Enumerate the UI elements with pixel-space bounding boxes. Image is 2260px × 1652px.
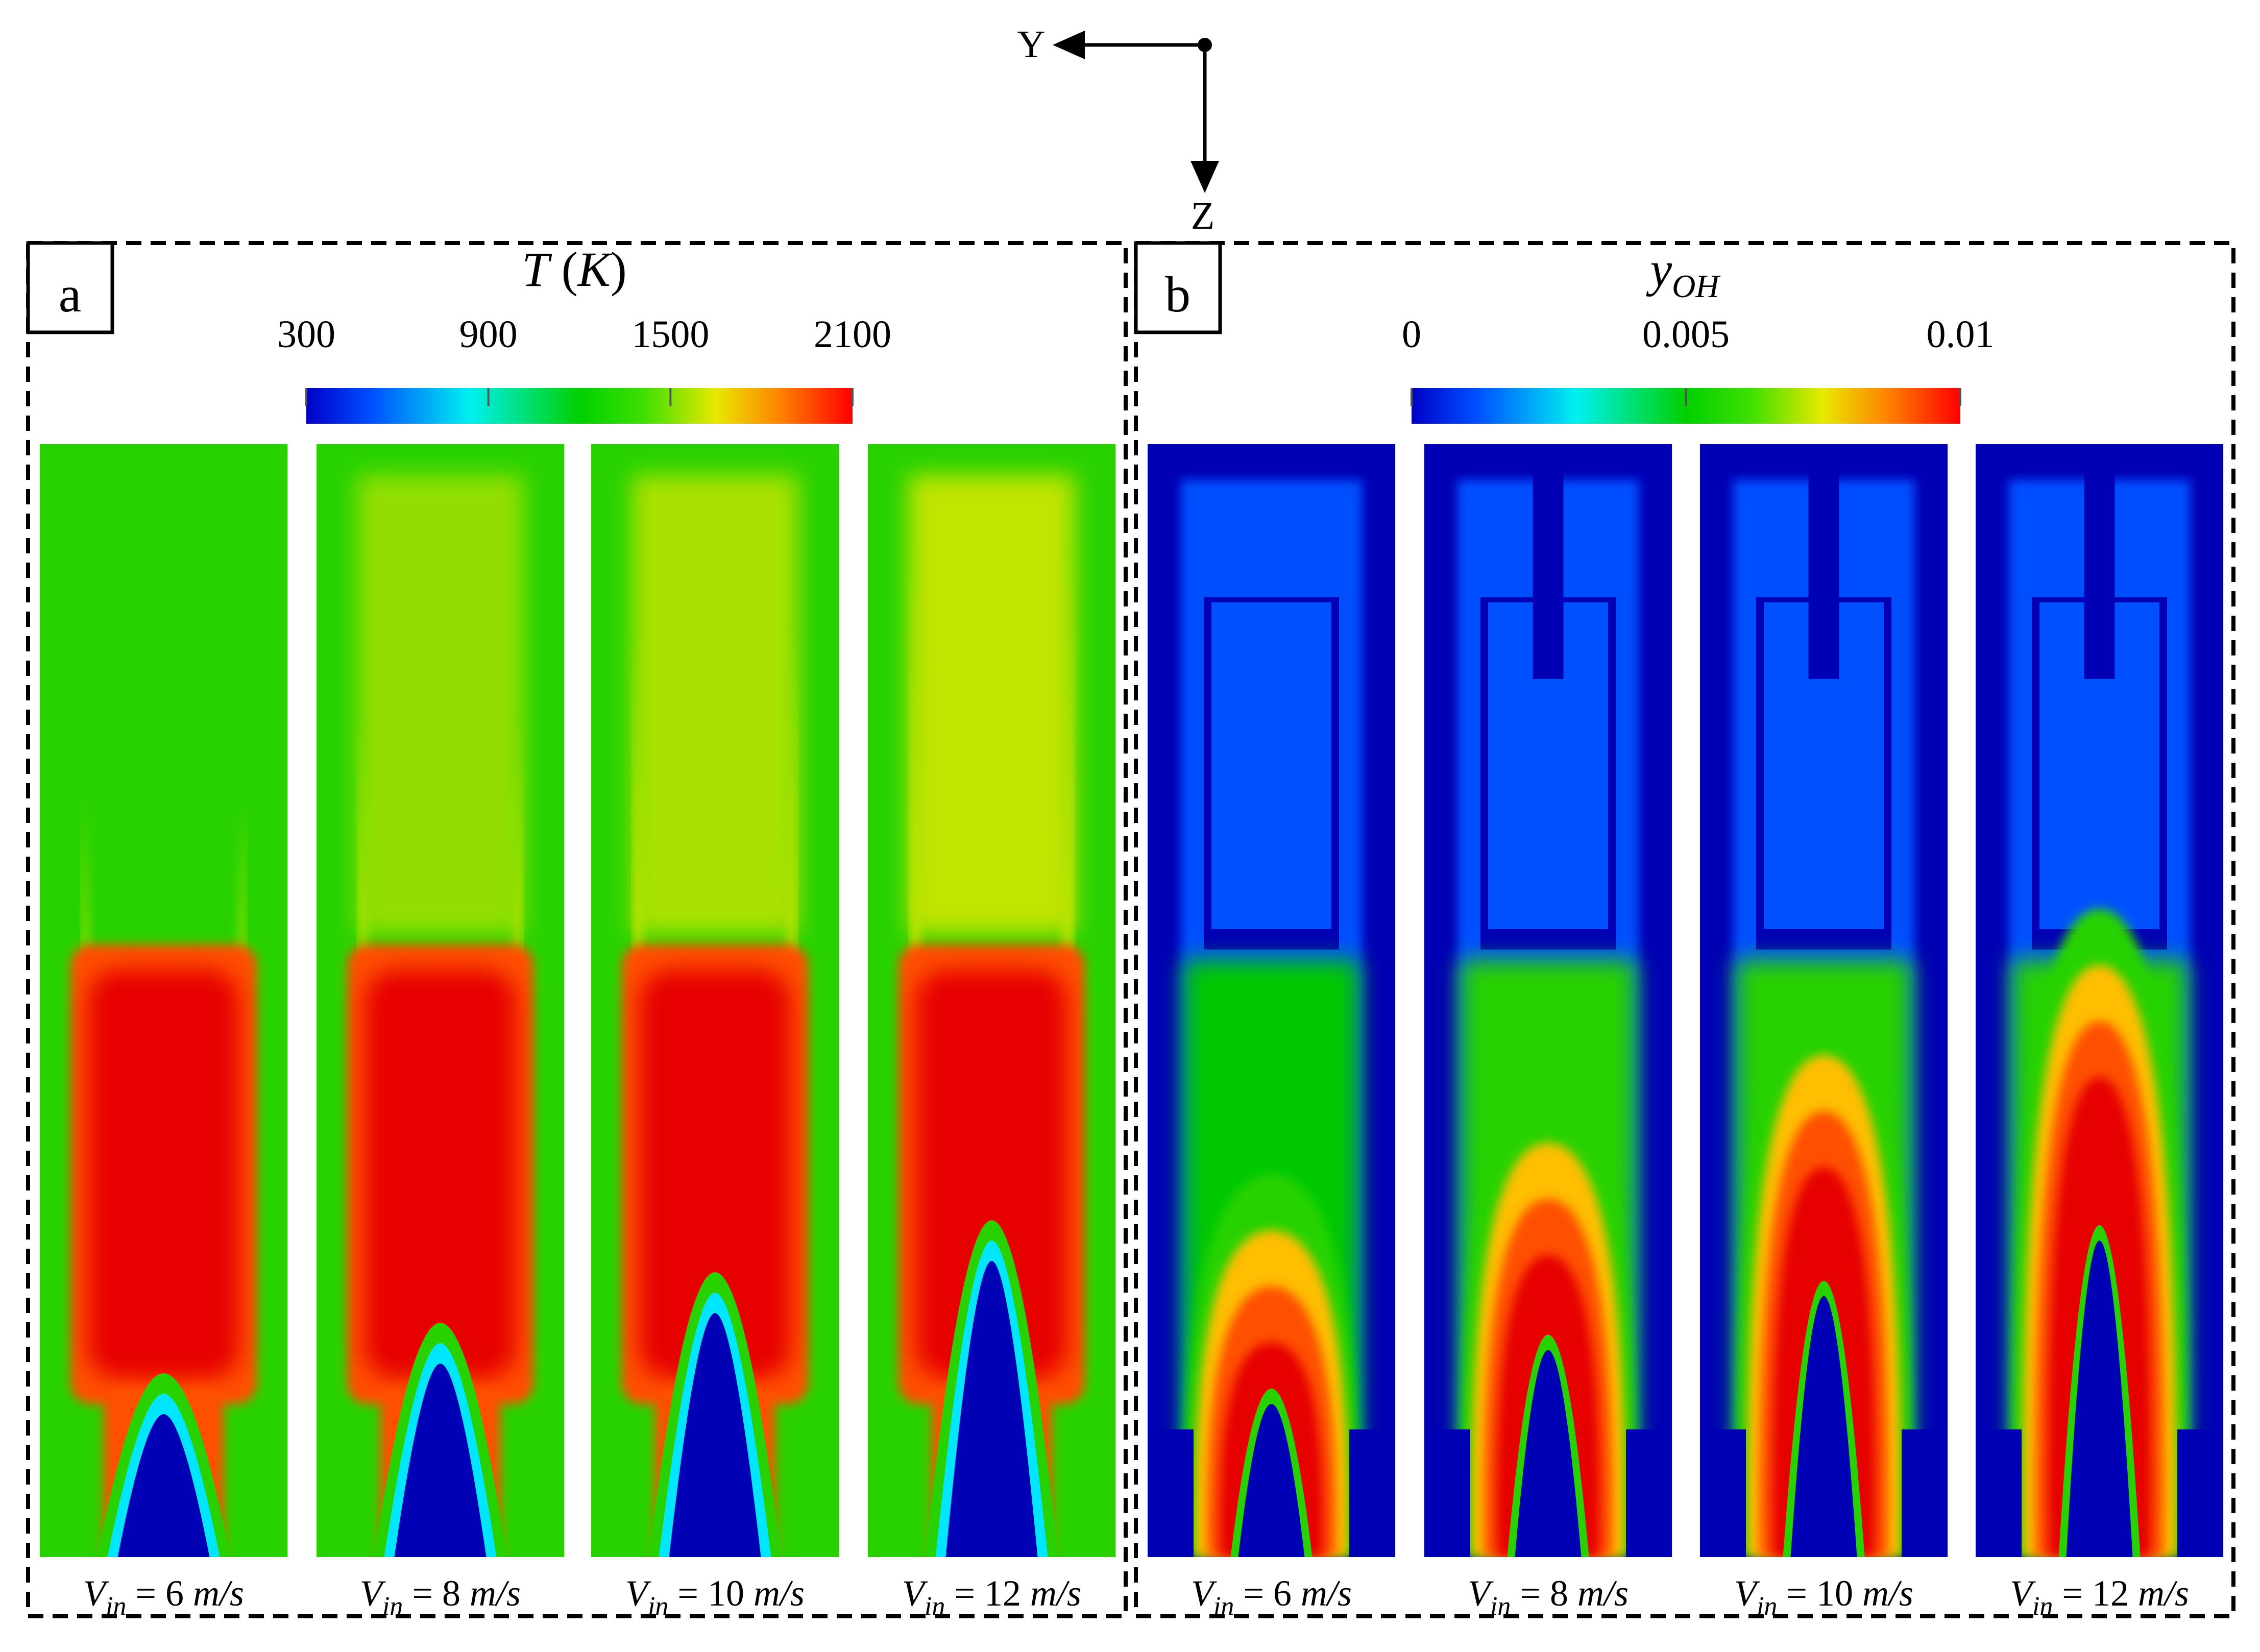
hot-zone-core xyxy=(916,970,1067,1378)
upper-warm-region xyxy=(632,475,798,934)
contour-plot-v10 xyxy=(1700,444,1948,1557)
fuel-jet-core xyxy=(2066,1241,2133,1557)
oh-symbol: y xyxy=(1645,242,1672,297)
y-axis-label: Y xyxy=(1017,23,1046,66)
colorbar-tick-label: 900 xyxy=(459,313,518,356)
panel-b-letter: b xyxy=(1134,241,1222,334)
colorbar-tick-label: 2100 xyxy=(814,313,891,356)
colorbar-tick-label: 1500 xyxy=(631,313,709,356)
colorbar-tick-label: 300 xyxy=(277,313,335,356)
panel-b-case-labels: Vin = 6 m/s Vin = 8 m/s Vin = 10 m/s Vin = … xyxy=(1191,1573,2189,1621)
cold-jet-core xyxy=(117,1414,210,1557)
bluff-body-interior xyxy=(1211,602,1331,929)
colorbar-tick-label: 0.01 xyxy=(1927,313,1995,356)
hot-zone-core xyxy=(365,970,516,1378)
contour-plot-v12 xyxy=(868,444,1115,1557)
case-label-v6: Vin = 6 m/s xyxy=(1191,1573,1352,1621)
temperature-symbol: T xyxy=(522,242,552,297)
cold-jet-core xyxy=(394,1364,487,1557)
central-rod xyxy=(1808,465,1839,679)
nozzle-wall xyxy=(2177,1429,2223,1557)
panel-a-variable-title: T (K) xyxy=(522,242,626,297)
nozzle-wall xyxy=(1349,1429,1395,1557)
panel-b-variable-title: yOH xyxy=(1645,242,1721,304)
contour-plot-v8 xyxy=(317,444,564,1557)
panel-a-letter: a xyxy=(26,241,114,334)
contour-plot-v8 xyxy=(1424,444,1672,1557)
panel-a-colorbar xyxy=(306,388,853,424)
contour-plot-v12 xyxy=(1976,444,2223,1557)
hot-zone-core xyxy=(88,970,239,1378)
upper-warm-region xyxy=(357,475,523,934)
panel-b-contour-plots xyxy=(1148,444,2223,1557)
temperature-unit: K xyxy=(577,242,613,297)
fuel-jet-core xyxy=(1238,1404,1305,1557)
case-label-v8: Vin = 8 m/s xyxy=(1468,1573,1629,1621)
panel-a-letter-text: a xyxy=(59,266,81,323)
z-axis-label: Z xyxy=(1191,195,1214,237)
panel-a-contour-plots xyxy=(40,444,1115,1557)
panel-a-colorbar-ticks: 300 900 1500 2100 xyxy=(277,313,891,406)
nozzle-wall xyxy=(1148,1429,1194,1557)
fuel-jet-core xyxy=(1790,1296,1857,1557)
case-label-v10: Vin = 10 m/s xyxy=(625,1573,805,1621)
nozzle-wall xyxy=(1626,1429,1672,1557)
panel-b-colorbar-ticks: 0 0.005 0.01 xyxy=(1402,313,1995,406)
case-label-v12: Vin = 12 m/s xyxy=(902,1573,1081,1621)
colorbar-tick-label: 0.005 xyxy=(1642,313,1730,356)
contour-plot-v6 xyxy=(1148,444,1395,1557)
fuel-jet-core xyxy=(1515,1350,1582,1557)
case-label-v8: Vin = 8 m/s xyxy=(360,1573,521,1621)
coordinate-axes: Y Z xyxy=(1017,23,1219,237)
nozzle-wall xyxy=(1424,1429,1470,1557)
panel-a-case-labels: Vin = 6 m/s Vin = 8 m/s Vin = 10 m/s Vin = … xyxy=(83,1573,1081,1621)
nozzle-wall xyxy=(1976,1429,2022,1557)
case-label-v10: Vin = 10 m/s xyxy=(1734,1573,1913,1621)
nozzle-wall xyxy=(1700,1429,1746,1557)
upper-warm-region xyxy=(909,475,1075,934)
panel-a-frame xyxy=(26,241,1128,1618)
cold-jet-core xyxy=(945,1261,1038,1557)
case-label-v12: Vin = 12 m/s xyxy=(2010,1573,2189,1621)
hot-zone-core xyxy=(640,970,790,1378)
cold-jet-core xyxy=(669,1313,761,1557)
panel-b-letter-text: b xyxy=(1165,266,1190,323)
case-label-v6: Vin = 6 m/s xyxy=(83,1573,244,1621)
central-rod xyxy=(2084,465,2115,679)
oh-subscript: OH xyxy=(1672,268,1721,304)
contour-plot-v10 xyxy=(591,444,839,1557)
panel-b-frame xyxy=(1134,241,2235,1618)
central-rod xyxy=(1533,465,1564,679)
contour-plot-v6 xyxy=(40,444,287,1557)
nozzle-wall xyxy=(1902,1429,1948,1557)
colorbar-tick-label: 0 xyxy=(1402,313,1421,356)
